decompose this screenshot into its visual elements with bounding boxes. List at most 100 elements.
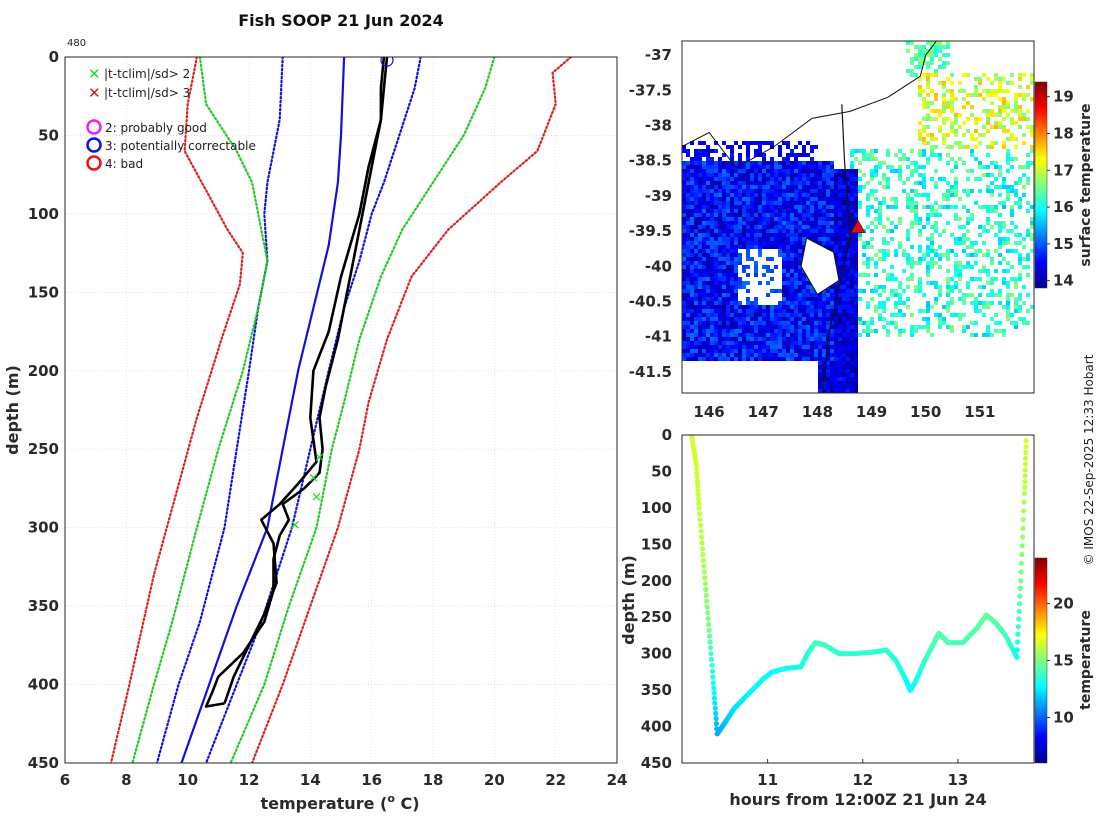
map-sst-cell [858, 177, 862, 181]
map-sst-cell [958, 241, 962, 245]
map-sst-cell [742, 309, 746, 313]
map-sst-cell [766, 229, 770, 233]
map-sst-cell [738, 169, 742, 173]
map-sst-cell [810, 145, 814, 149]
map-sst-cell [894, 169, 898, 173]
map-sst-cell [1026, 233, 1030, 237]
map-sst-cell [730, 341, 734, 345]
series-line-mean-3-sd [109, 57, 244, 763]
map-sst-cell [854, 377, 858, 381]
map-sst-cell [826, 201, 830, 205]
timeseries-ylabel: depth (m) [619, 555, 638, 645]
map-sst-cell [1022, 237, 1026, 241]
map-sst-cell [834, 177, 838, 181]
map-sst-cell [686, 241, 690, 245]
map-sst-cell [814, 345, 818, 349]
map-sst-cell [758, 149, 762, 153]
map-sst-cell [902, 181, 906, 185]
map-sst-cell [730, 353, 734, 357]
map-sst-cell [746, 197, 750, 201]
map-sst-cell [946, 101, 950, 105]
timeseries-point [695, 483, 701, 489]
map-sst-cell [878, 293, 882, 297]
map-sst-cell [726, 253, 730, 257]
map-sst-cell [1006, 317, 1010, 321]
map-sst-cell [714, 353, 718, 357]
timeseries-point [1017, 585, 1023, 592]
map-sst-cell [866, 197, 870, 201]
map-sst-cell [686, 281, 690, 285]
map-sst-cell [710, 237, 714, 241]
map-sst-cell [810, 189, 814, 193]
map-sst-cell [734, 317, 738, 321]
map-sst-cell [702, 213, 706, 217]
map-sst-cell [974, 309, 978, 313]
map-sst-cell [746, 301, 750, 305]
map-sst-cell [846, 249, 850, 253]
map-sst-cell [802, 241, 806, 245]
map-sst-cell [730, 157, 734, 161]
map-sst-cell [714, 237, 718, 241]
map-sst-cell [702, 237, 706, 241]
map-sst-cell [770, 181, 774, 185]
map-sst-cell [994, 141, 998, 145]
map-sst-cell [942, 193, 946, 197]
map-sst-cell [974, 117, 978, 121]
map-sst-cell [806, 233, 810, 237]
map-sst-cell [982, 229, 986, 233]
map-sst-cell [830, 357, 834, 361]
map-sst-cell [838, 313, 842, 317]
map-sst-cell [730, 317, 734, 321]
map-sst-cell [922, 253, 926, 257]
map-sst-cell [850, 349, 854, 353]
map-sst-cell [954, 189, 958, 193]
map-sst-cell [882, 305, 886, 309]
map-sst-cell [734, 185, 738, 189]
map-sst-cell [810, 353, 814, 357]
map-sst-cell [926, 161, 930, 165]
map-sst-cell [898, 309, 902, 313]
timeseries-point [711, 685, 717, 691]
map-sst-cell [830, 285, 834, 289]
map-sst-cell [710, 273, 714, 277]
map-sst-cell [702, 329, 706, 333]
map-sst-cell [818, 377, 822, 381]
map-sst-cell [902, 249, 906, 253]
map-sst-cell [702, 357, 706, 361]
map-sst-cell [866, 153, 870, 157]
map-sst-cell [786, 357, 790, 361]
map-sst-cell [934, 181, 938, 185]
map-sst-cell [898, 301, 902, 305]
map-sst-cell [738, 349, 742, 353]
map-sst-cell [734, 329, 738, 333]
map-sst-cell [702, 289, 706, 293]
map-sst-cell [934, 169, 938, 173]
map-sst-cell [722, 269, 726, 273]
map-sst-cell [1026, 109, 1030, 113]
map-sst-cell [842, 281, 846, 285]
map-sst-cell [766, 353, 770, 357]
map-sst-cell [694, 185, 698, 189]
map-sst-cell [906, 205, 910, 209]
map-sst-cell [946, 133, 950, 137]
map-sst-cell [818, 325, 822, 329]
map-sst-cell [710, 173, 714, 177]
map-sst-cell [934, 297, 938, 301]
map-sst-cell [930, 53, 934, 57]
map-sst-cell [926, 325, 930, 329]
map-sst-cell [846, 189, 850, 193]
timeseries-ytick-label: 50 [651, 462, 672, 480]
map-sst-cell [702, 313, 706, 317]
map-sst-cell [834, 341, 838, 345]
map-sst-cell [750, 245, 754, 249]
map-sst-cell [838, 301, 842, 305]
map-sst-cell [718, 253, 722, 257]
map-sst-cell [958, 269, 962, 273]
map-sst-cell [1026, 253, 1030, 257]
map-sst-cell [966, 265, 970, 269]
map-sst-cell [962, 249, 966, 253]
map-sst-cell [718, 225, 722, 229]
map-sst-cell [954, 133, 958, 137]
map-sst-cell [942, 101, 946, 105]
map-sst-cell [698, 177, 702, 181]
